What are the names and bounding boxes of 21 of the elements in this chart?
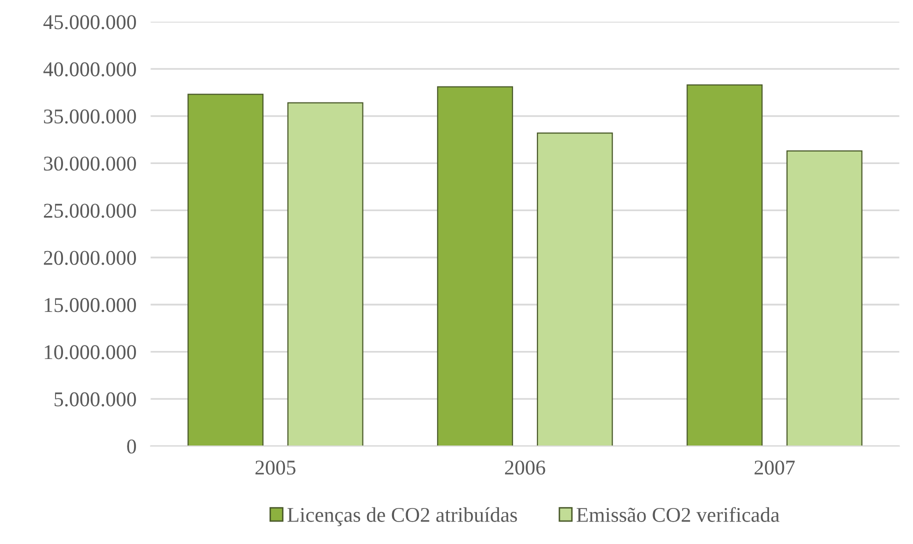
x-tick-label: 2006 <box>505 460 546 475</box>
bar <box>287 102 364 446</box>
y-tick-label: 40.000.000 <box>43 62 136 76</box>
x-tick-label: 2007 <box>754 460 795 475</box>
bar <box>536 132 613 446</box>
bar <box>686 84 763 446</box>
y-tick-label: 25.000.000 <box>44 204 136 218</box>
legend-label: Emissão CO2 verificada <box>576 507 780 522</box>
y-tick-label: 45.000.000 <box>43 15 136 30</box>
x-tick-label: 2005 <box>256 460 296 475</box>
y-tick-label: 20.000.000 <box>44 250 136 266</box>
legend-label: Licenças de CO2 atribuídas <box>288 507 517 526</box>
y-tick-label: 15.000.000 <box>44 298 136 312</box>
bar <box>437 86 514 446</box>
y-tick-label: 30.000.000 <box>44 156 136 171</box>
bar <box>786 150 862 446</box>
y-tick-label: 10.000.000 <box>44 345 136 360</box>
y-tick-label: 35.000.000 <box>44 109 136 124</box>
y-tick-label: 0 <box>127 439 136 454</box>
y-tick-label: 5.000.000 <box>54 392 136 406</box>
bar <box>188 94 264 446</box>
